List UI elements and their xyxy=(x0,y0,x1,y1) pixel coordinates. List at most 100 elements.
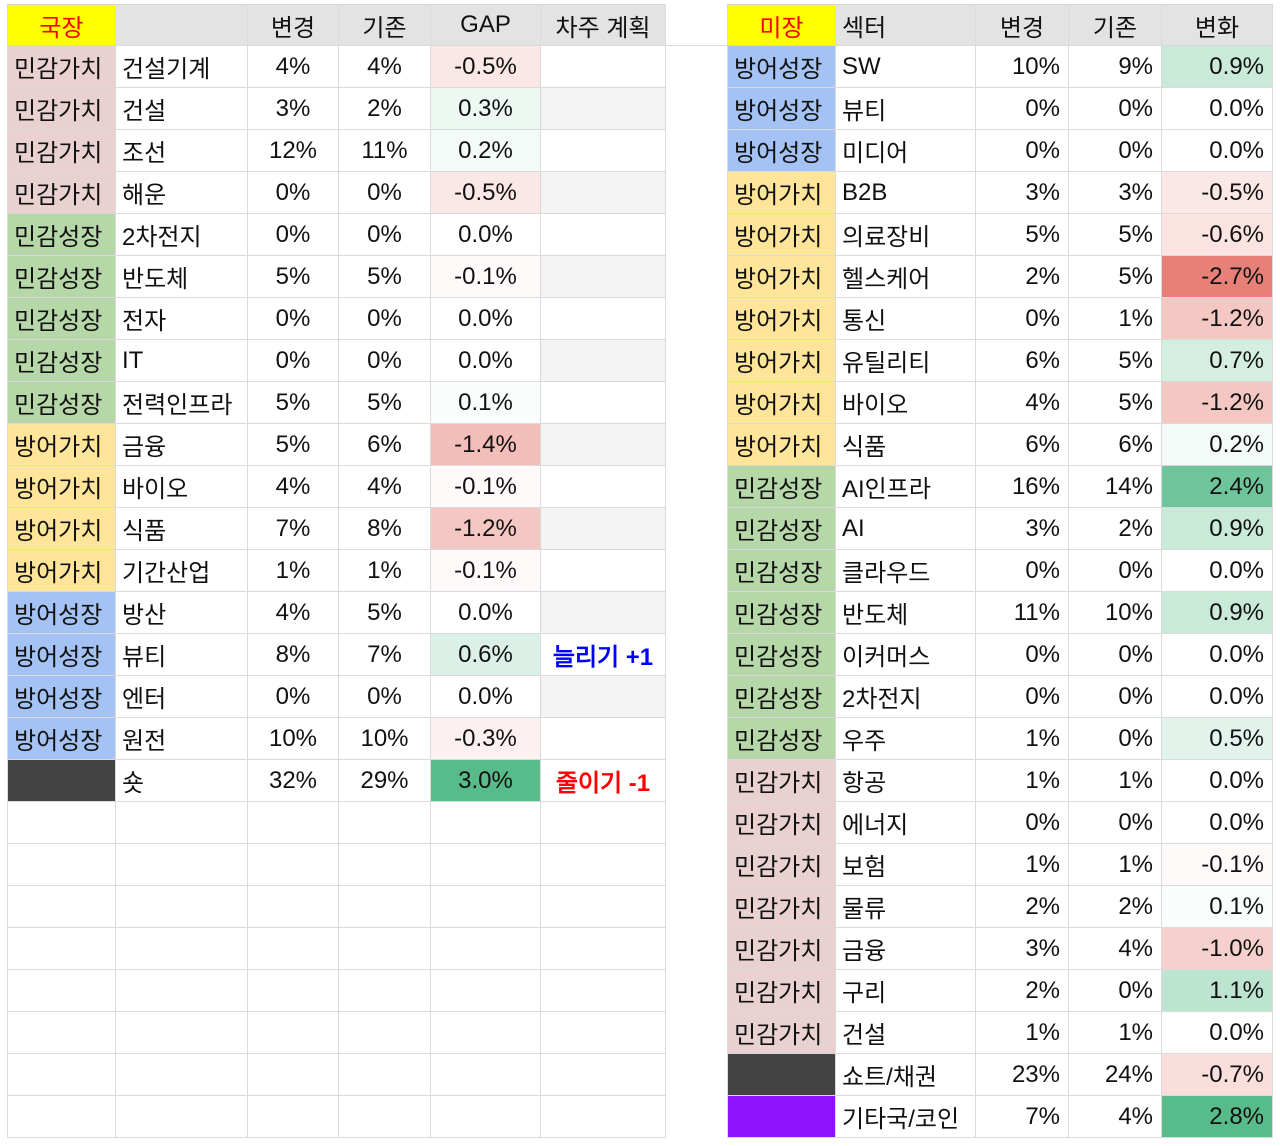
sector-cell: 건설 xyxy=(115,87,248,130)
group-cell: 방어가치 xyxy=(727,171,836,214)
new-weight: 0% xyxy=(247,339,339,382)
row: 민감성장 AI 3% 2% 0.9% xyxy=(727,507,1273,550)
group-cell xyxy=(727,1053,836,1096)
group-cell: 방어성장 xyxy=(7,633,116,676)
blank-cell xyxy=(665,381,728,424)
new-weight: 0% xyxy=(975,297,1069,340)
group-cell: 방어가치 xyxy=(7,549,116,592)
empty-cell xyxy=(540,843,666,886)
empty-cell xyxy=(247,1011,339,1054)
new-weight: 2% xyxy=(975,969,1069,1012)
gap-cell: 0.9% xyxy=(1161,591,1273,634)
gap-cell: 1.1% xyxy=(1161,969,1273,1012)
row: 민감성장 AI인프라 16% 14% 2.4% xyxy=(727,465,1273,508)
gap-cell: 0.0% xyxy=(1161,801,1273,844)
gap-cell: 0.6% xyxy=(430,633,541,676)
sector-cell: 금융 xyxy=(115,423,248,466)
empty-cell xyxy=(430,885,541,928)
row: 방어가치 바이오 4% 5% -1.2% xyxy=(727,381,1273,424)
empty-cell xyxy=(7,843,116,886)
empty-cell xyxy=(540,969,666,1012)
blank-cell xyxy=(665,717,728,760)
gap-cell: 2.8% xyxy=(1161,1095,1273,1138)
sector-cell: 바이오 xyxy=(835,381,976,424)
empty-cell xyxy=(247,885,339,928)
empty-cell xyxy=(247,801,339,844)
sector-cell: 반도체 xyxy=(835,591,976,634)
group-cell: 민감성장 xyxy=(727,633,836,676)
new-weight: 4% xyxy=(247,45,339,88)
row: 민감성장 2차전지 0% 0% 0.0% xyxy=(7,213,728,256)
old-weight: 29% xyxy=(338,759,431,802)
row: 방어가치 기간산업 1% 1% -0.1% xyxy=(7,549,728,592)
empty-cell xyxy=(338,843,431,886)
new-weight: 32% xyxy=(247,759,339,802)
plan-cell xyxy=(540,129,666,172)
new-weight: 7% xyxy=(975,1095,1069,1138)
old-weight: 4% xyxy=(1068,927,1162,970)
group-cell: 민감성장 xyxy=(7,381,116,424)
new-weight: 0% xyxy=(975,87,1069,130)
old-weight: 24% xyxy=(1068,1053,1162,1096)
blank-cell xyxy=(665,759,728,802)
old-weight: 1% xyxy=(1068,297,1162,340)
empty-cell xyxy=(430,1011,541,1054)
row: 방어가치 의료장비 5% 5% -0.6% xyxy=(727,213,1273,256)
empty-cell xyxy=(247,843,339,886)
new-weight: 11% xyxy=(975,591,1069,634)
new-weight: 4% xyxy=(975,381,1069,424)
old-weight: 5% xyxy=(1068,213,1162,256)
old-weight: 0% xyxy=(1068,717,1162,760)
new-weight: 0% xyxy=(975,633,1069,676)
gap-cell: -0.1% xyxy=(430,255,541,298)
sector-cell: 반도체 xyxy=(115,255,248,298)
group-cell: 방어가치 xyxy=(7,507,116,550)
plan-cell xyxy=(540,255,666,298)
row: 방어성장 SW 10% 9% 0.9% xyxy=(727,45,1273,88)
old-weight: 5% xyxy=(338,255,431,298)
empty-cell xyxy=(7,801,116,844)
sector-cell: 헬스케어 xyxy=(835,255,976,298)
row: 민감가치 조선 12% 11% 0.2% xyxy=(7,129,728,172)
sector-cell: 원전 xyxy=(115,717,248,760)
sector-cell: 조선 xyxy=(115,129,248,172)
gap-cell: -0.5% xyxy=(1161,171,1273,214)
group-cell xyxy=(727,1095,836,1138)
blank-cell xyxy=(665,507,728,550)
gap-cell: -1.2% xyxy=(1161,297,1273,340)
old-weight: 9% xyxy=(1068,45,1162,88)
blank-cell xyxy=(665,213,728,256)
row: 방어성장 방산 4% 5% 0.0% xyxy=(7,591,728,634)
old-weight: 5% xyxy=(1068,255,1162,298)
group-cell: 민감가치 xyxy=(7,129,116,172)
empty-cell xyxy=(115,1095,248,1138)
new-weight: 3% xyxy=(975,171,1069,214)
new-weight: 1% xyxy=(975,717,1069,760)
new-weight: 6% xyxy=(975,339,1069,382)
row: 민감성장 반도체 11% 10% 0.9% xyxy=(727,591,1273,634)
row xyxy=(7,843,728,886)
old-weight: 2% xyxy=(338,87,431,130)
new-weight: 10% xyxy=(975,45,1069,88)
old-weight: 3% xyxy=(1068,171,1162,214)
new-weight: 2% xyxy=(975,885,1069,928)
gap-cell: 0.0% xyxy=(1161,87,1273,130)
group-cell: 민감성장 xyxy=(727,591,836,634)
group-cell: 민감가치 xyxy=(727,969,836,1012)
sector-cell: 보험 xyxy=(835,843,976,886)
blank-cell xyxy=(665,1095,728,1138)
old-weight: 5% xyxy=(1068,381,1162,424)
row: 민감가치 금융 3% 4% -1.0% xyxy=(727,927,1273,970)
sector-cell: 의료장비 xyxy=(835,213,976,256)
plan-cell xyxy=(540,549,666,592)
gap-cell: 3.0% xyxy=(430,759,541,802)
blank-cell xyxy=(665,675,728,718)
empty-cell xyxy=(247,969,339,1012)
group-cell: 방어성장 xyxy=(727,45,836,88)
sector-cell: 금융 xyxy=(835,927,976,970)
sector-cell: 물류 xyxy=(835,885,976,928)
blank-cell xyxy=(665,171,728,214)
row: 방어가치 금융 5% 6% -1.4% xyxy=(7,423,728,466)
gap-cell: 0.3% xyxy=(430,87,541,130)
